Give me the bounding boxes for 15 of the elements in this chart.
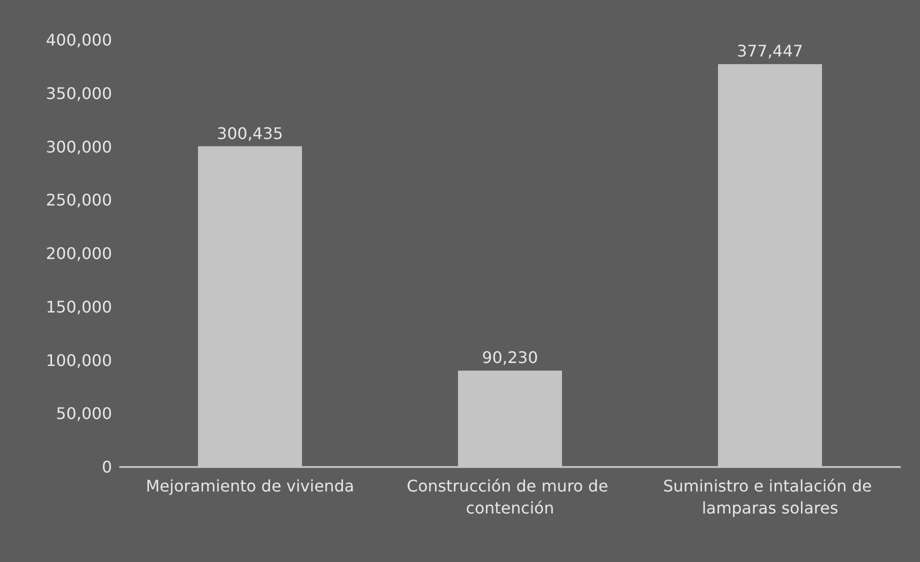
y-tick-label: 50,000 <box>56 404 112 424</box>
data-label: 90,230 <box>482 348 538 368</box>
data-label: 300,435 <box>216 124 284 143</box>
y-tick-label: 200,000 <box>46 244 112 263</box>
y-tick-label: 300,000 <box>46 137 112 156</box>
y-tick-label: 150,000 <box>46 297 112 316</box>
x-tick-label: Construcción de muro de contención <box>406 476 614 518</box>
x-tick-label: Mejoramiento de vivienda <box>146 476 354 496</box>
y-tick-label: 400,000 <box>46 30 112 50</box>
data-label: 377,447 <box>736 42 804 61</box>
y-tick-label: 250,000 <box>46 190 112 210</box>
y-tick-label: 100,000 <box>46 350 112 370</box>
x-tick-label: Suministro e intalación de lamparas solares <box>663 476 877 518</box>
y-tick-label: 350,000 <box>46 84 112 103</box>
y-tick-label: 0 <box>102 458 112 476</box>
